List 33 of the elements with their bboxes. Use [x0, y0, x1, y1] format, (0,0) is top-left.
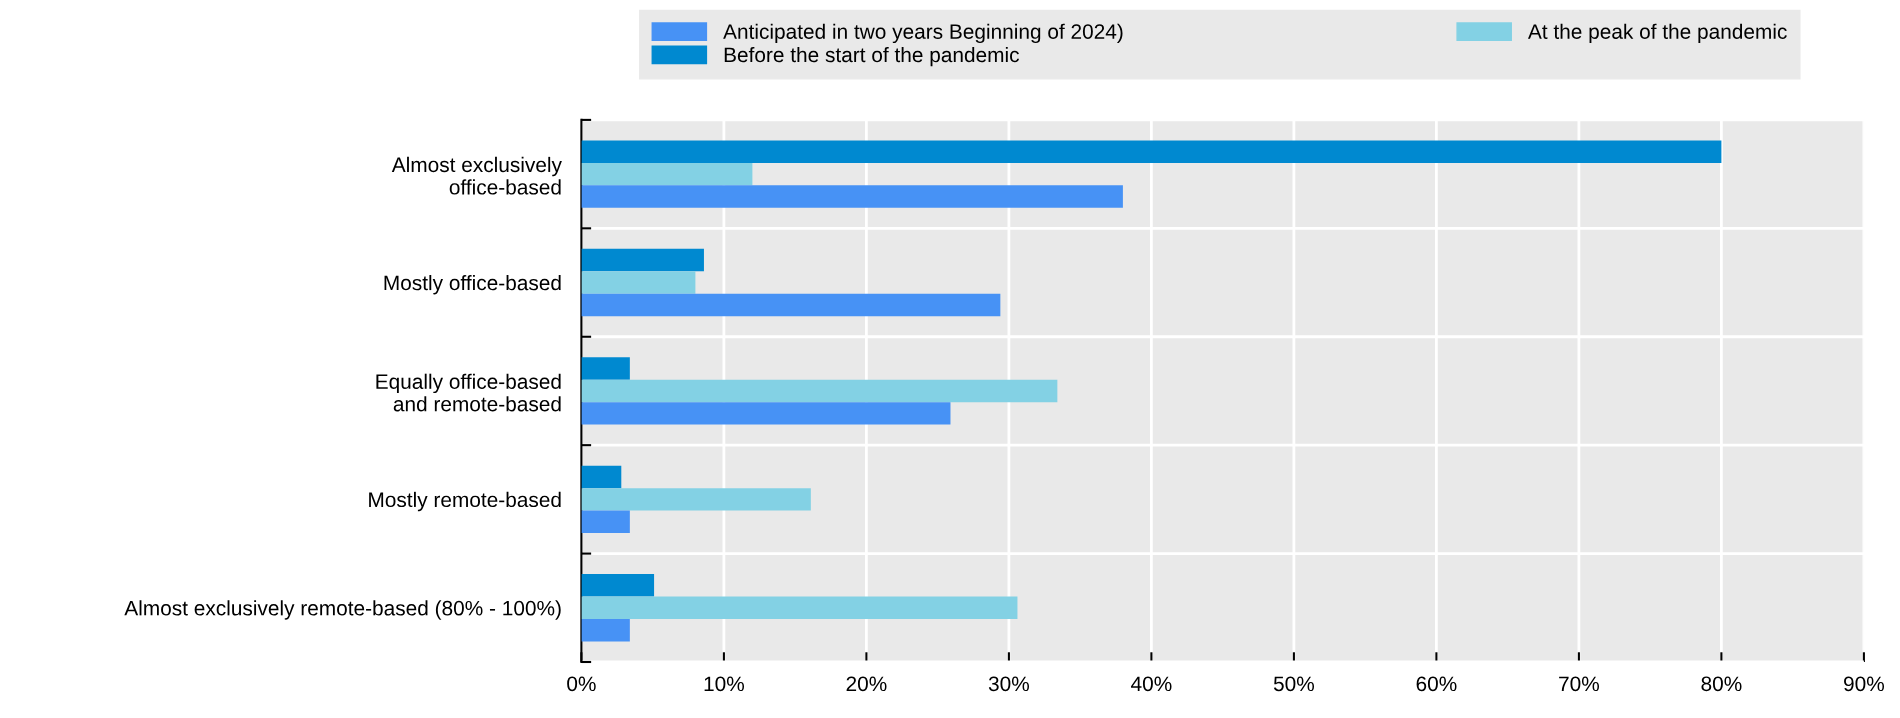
y-tick-label: Mostly office-based	[384, 274, 561, 295]
bar	[581, 162, 753, 186]
bar	[581, 465, 622, 489]
bar	[581, 402, 951, 425]
bar	[581, 488, 811, 511]
bar	[581, 510, 630, 534]
bar	[581, 596, 1018, 620]
x-tick-label: 10%	[704, 676, 745, 692]
y-tick-label: Almost exclusively remote-based (80% - 100%)	[124, 600, 561, 620]
bar	[581, 357, 630, 380]
legend-label: Before the start of the pandemic	[724, 46, 1019, 67]
bar	[581, 185, 1123, 208]
x-tick-label: 50%	[1273, 676, 1315, 692]
bar	[581, 271, 696, 294]
bar	[581, 619, 630, 642]
x-tick-label: 70%	[1559, 676, 1600, 692]
x-tick-label: 0%	[567, 676, 596, 692]
x-tick-label: 90%	[1844, 676, 1885, 692]
legend-label: Anticipated in two years Beginning of 2024)	[723, 23, 1123, 44]
x-tick-label: 60%	[1416, 676, 1457, 692]
bar	[581, 574, 655, 597]
y-tick-label: Almost exclusively office-based	[391, 156, 562, 195]
bar	[581, 293, 1001, 317]
bar	[581, 140, 1722, 163]
x-tick-label: 80%	[1701, 676, 1742, 692]
y-tick-label: Mostly remote-based	[369, 491, 561, 512]
legend-label: At the peak of the pandemic	[1527, 23, 1787, 44]
bar	[581, 379, 1058, 403]
x-tick-label: 40%	[1131, 676, 1172, 692]
y-tick-label: Equally office-based and remote-based	[376, 373, 561, 412]
bar	[581, 248, 704, 272]
x-tick-label: 30%	[988, 676, 1030, 692]
x-tick-label: 20%	[846, 676, 887, 692]
